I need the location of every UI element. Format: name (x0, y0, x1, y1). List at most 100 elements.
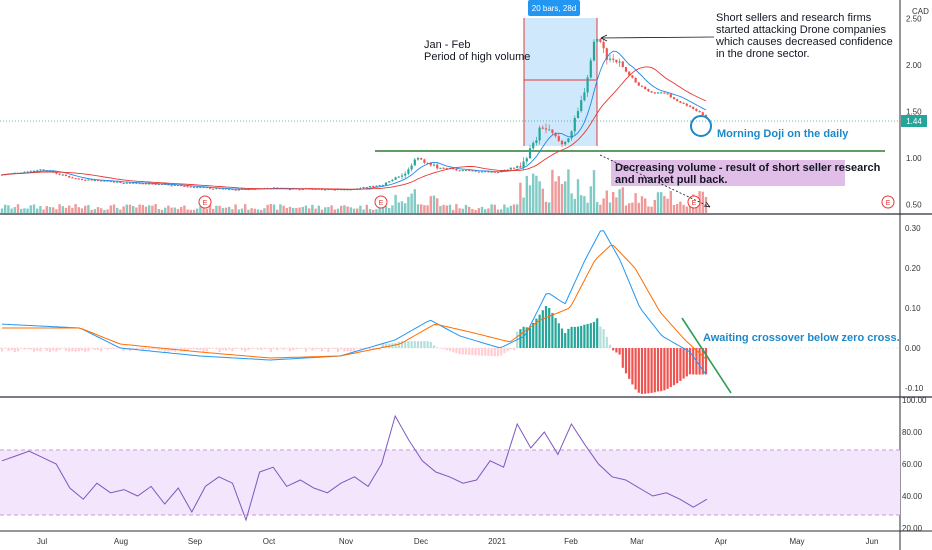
macd-histogram-bar (314, 348, 317, 350)
macd-histogram-bar (356, 348, 359, 349)
macd-histogram-bar (109, 348, 112, 349)
earnings-marker[interactable]: E (881, 195, 895, 209)
macd-histogram-bar (199, 348, 202, 350)
volume-bar (100, 208, 103, 213)
price-tick-label: 1.00 (906, 154, 922, 163)
macd-histogram-bar (525, 327, 528, 348)
candle-body (176, 184, 180, 186)
macd-histogram-bar (240, 348, 244, 351)
volume-bar (496, 209, 500, 213)
macd-histogram-bar (480, 348, 484, 356)
arrow-head (703, 201, 711, 208)
macd-histogram-bar (228, 348, 231, 350)
candle-body (311, 188, 314, 190)
volume-bar (621, 187, 624, 213)
macd-histogram-bar (196, 348, 199, 351)
volume-bar (234, 204, 237, 213)
volume-bar (224, 207, 228, 213)
volume-bar (173, 207, 176, 213)
volume-bar (298, 207, 301, 213)
volume-bar (669, 190, 672, 213)
macd-histogram-bar (458, 348, 461, 355)
volume-bar (580, 195, 583, 213)
macd-axis: 0.30 0.20 0.10 0.00 -0.10 (905, 224, 924, 393)
volume-bar (416, 204, 420, 213)
macd-histogram-bar (218, 348, 221, 352)
volume-bar (423, 205, 426, 213)
candle-body (324, 189, 327, 191)
candle-body (640, 85, 644, 87)
volume-bars (0, 169, 708, 213)
candle-body (58, 173, 61, 175)
macd-histogram-bar (570, 326, 573, 348)
time-tick-label: 2021 (488, 537, 506, 546)
volume-bar (317, 205, 320, 213)
volume-bar (400, 201, 404, 213)
macd-trendline[interactable] (681, 317, 732, 394)
candle-body (544, 128, 548, 130)
candle-body (532, 142, 535, 149)
earnings-marker[interactable]: E (374, 195, 388, 209)
volume-bar (512, 204, 516, 213)
macd-histogram-bar (701, 348, 704, 375)
volume-bar (4, 204, 7, 213)
candle-body (125, 182, 128, 184)
range-tool-box[interactable] (524, 18, 597, 146)
macd-histogram-bar (599, 326, 602, 348)
candle-body (480, 171, 484, 173)
volume-bar (151, 205, 154, 213)
volume-bar (445, 205, 448, 213)
volume-bar (74, 204, 77, 213)
candle-body (183, 185, 186, 187)
macd-histogram-bar (496, 348, 500, 357)
macd-histogram-bar (144, 348, 148, 350)
macd-histogram-bar (567, 328, 570, 348)
macd-histogram-bar (282, 348, 285, 350)
candle-body (74, 178, 77, 180)
volume-bar (192, 209, 196, 213)
candle-body (644, 86, 647, 90)
volume-bar (378, 207, 381, 213)
volume-bar (522, 197, 525, 213)
candle-body (301, 189, 304, 191)
candle-body (474, 170, 477, 172)
macd-histogram-bar (320, 348, 324, 352)
macd-histogram-bar (103, 348, 106, 349)
macd-histogram-bar (23, 348, 26, 350)
volume-bar (352, 208, 356, 213)
volume-bar (314, 208, 317, 213)
macd-histogram-bar (413, 341, 416, 348)
doji-circle (690, 115, 712, 137)
volume-bar (106, 209, 109, 213)
macd-histogram-bar (615, 348, 618, 353)
volume-bar (180, 206, 183, 213)
macd-tick-label: -0.10 (905, 384, 924, 393)
macd-histogram-bar (448, 348, 452, 352)
volume-bar (272, 204, 276, 213)
candle-body (23, 171, 26, 173)
volume-bar (96, 207, 100, 213)
volume-bar (647, 206, 650, 213)
annotation-macd: Awaiting crossover below zero cross. (703, 332, 900, 344)
rsi-tick-label: 60.00 (902, 460, 923, 469)
macd-histogram-bar (279, 348, 282, 349)
svg-text:E: E (692, 200, 697, 207)
macd-histogram-bar (231, 348, 234, 352)
volume-bar (199, 206, 202, 213)
macd-histogram-bar (71, 348, 74, 352)
candle-body (528, 148, 532, 159)
candle-body (512, 167, 516, 169)
signal-line (2, 244, 707, 360)
earnings-marker[interactable]: E (198, 195, 212, 209)
candle-body (128, 182, 132, 184)
macd-histogram-bar (26, 348, 29, 350)
candle-body (583, 92, 586, 101)
volume-bar (544, 201, 548, 213)
volume-bar (535, 175, 538, 213)
volume-bar (474, 209, 477, 213)
earnings-marker[interactable]: E (687, 195, 701, 209)
volume-bar (676, 203, 679, 213)
macd-histogram-bar (295, 348, 298, 350)
macd-histogram-bar (4, 348, 7, 349)
